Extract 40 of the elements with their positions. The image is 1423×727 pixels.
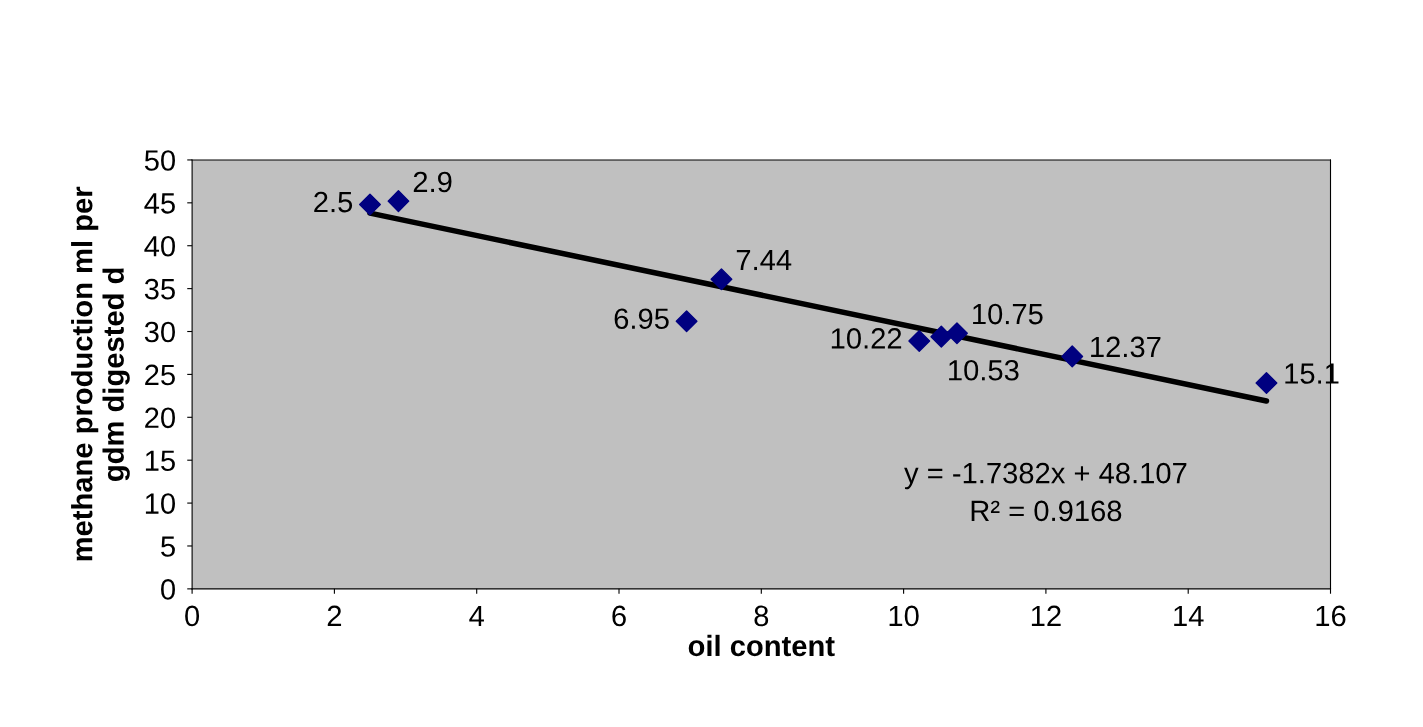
annotation: 7.44	[736, 249, 792, 271]
x-tick-label: 0	[185, 605, 200, 627]
annotation: y = -1.7382x + 48.107 R² = 0.9168	[904, 462, 1187, 522]
y-tick-label: 30	[144, 321, 175, 343]
y-tick-label: 10	[145, 493, 175, 514]
x-tick-label: 6	[612, 605, 626, 627]
point	[930, 325, 953, 348]
point	[387, 190, 410, 213]
y-tick-label: 0	[161, 579, 175, 600]
y-tick-label: 20	[145, 407, 175, 429]
x-axis-title: oil content	[688, 634, 835, 657]
x-tick-label: 4	[469, 605, 484, 626]
y-axis-title: methane production ml per gdm digested d	[71, 186, 130, 561]
point	[675, 310, 698, 333]
point	[945, 322, 968, 345]
x-tick-label: 12	[1031, 605, 1061, 626]
annotation: 10.75	[973, 303, 1043, 325]
annotation: 10.22	[831, 328, 902, 349]
annotation: 6.95	[614, 308, 669, 330]
point	[1061, 345, 1084, 368]
x-tick-label: 16	[1316, 605, 1346, 627]
y-tick-label: 50	[144, 150, 175, 171]
annotation: 2.5	[314, 191, 353, 213]
y-tick-label: 45	[144, 193, 175, 214]
annotation: 12.37	[1091, 336, 1161, 358]
y-tick-label: 25	[145, 364, 175, 386]
point	[358, 193, 381, 216]
point	[710, 268, 733, 291]
y-tick-label: 15	[145, 450, 175, 472]
x-tick-label: 14	[1174, 605, 1204, 626]
x-tick-label: 8	[754, 605, 769, 627]
y-tick-label: 40	[144, 235, 175, 257]
annotation: 2.9	[413, 171, 452, 193]
annotation: 10.53	[949, 359, 1019, 381]
x-tick-label: 2	[327, 605, 342, 626]
y-tick-label: 35	[144, 278, 175, 300]
x-tick-label: 10	[889, 605, 919, 627]
y-tick-label: 5	[161, 536, 175, 557]
point	[1255, 371, 1278, 394]
point	[908, 329, 931, 352]
